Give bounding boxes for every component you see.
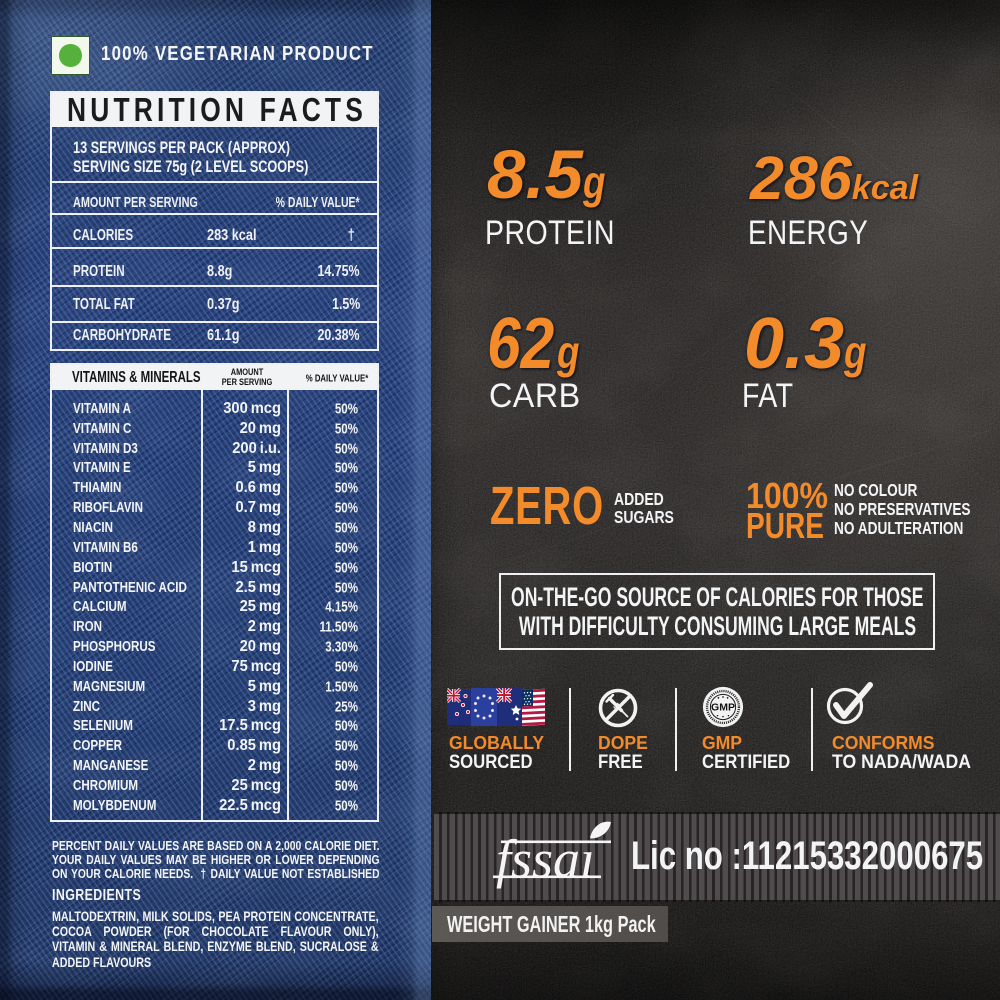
svg-text:fssaı: fssaı (496, 829, 595, 889)
svg-text:GMP: GMP (711, 702, 735, 714)
